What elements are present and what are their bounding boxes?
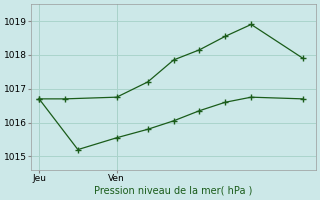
- X-axis label: Pression niveau de la mer( hPa ): Pression niveau de la mer( hPa ): [94, 186, 253, 196]
